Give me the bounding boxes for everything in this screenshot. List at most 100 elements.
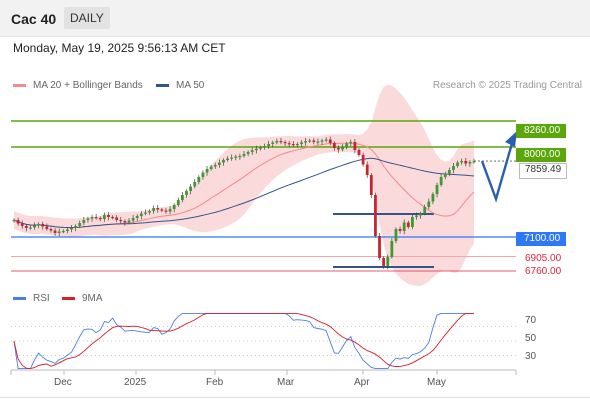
legend-rsi-ma: 9MA	[62, 293, 103, 304]
candle-body	[398, 229, 402, 231]
candle-body	[427, 201, 431, 207]
rsi-level-50: 50	[525, 333, 537, 344]
candle-body	[57, 231, 61, 233]
ma20-swatch	[13, 84, 26, 87]
level-tag-8000: 8000.00	[516, 148, 567, 162]
candle-body	[86, 218, 90, 220]
candle-body	[160, 209, 164, 211]
legend-ma50-label: MA 50	[176, 80, 205, 91]
candle-body	[263, 146, 266, 148]
candle-body	[139, 213, 143, 216]
candle-body	[275, 141, 279, 143]
candle-body	[213, 165, 217, 167]
candle-body	[443, 173, 447, 177]
candle-body	[98, 218, 102, 220]
bollinger-band	[14, 84, 474, 286]
candle-body	[279, 141, 283, 143]
candle-body	[415, 215, 418, 217]
candle-body	[345, 143, 349, 147]
candle-body	[115, 217, 119, 220]
candle-body	[324, 139, 328, 141]
candle-body	[468, 162, 472, 164]
rsi-ma-line	[13, 312, 474, 370]
candle-body	[185, 191, 188, 195]
candle-body	[402, 222, 406, 231]
candle-body	[45, 226, 49, 229]
candle-body	[271, 142, 275, 144]
x-label-mar: Mar	[277, 377, 295, 388]
candle-body	[386, 257, 390, 266]
legend-ma20: MA 20 + Bollinger Bands	[13, 80, 143, 91]
candle-body	[423, 207, 427, 214]
candle-body	[283, 142, 287, 144]
candle-body	[472, 161, 476, 163]
level-tag-7100: 7100.00	[516, 232, 567, 246]
projection-arrowhead	[505, 131, 517, 147]
candle-body	[291, 144, 295, 146]
candle-body	[452, 166, 455, 170]
candle-body	[234, 156, 238, 158]
rsi-ma-swatch	[62, 297, 75, 300]
candle-body	[222, 160, 225, 163]
last-price-tag: 7859.49	[519, 163, 568, 179]
candle-body	[230, 157, 234, 159]
candle-body	[107, 215, 110, 217]
candle-body	[328, 139, 332, 143]
candle-body	[20, 223, 24, 226]
candle-body	[374, 195, 377, 236]
candle-body	[102, 215, 106, 219]
candle-body	[131, 218, 135, 221]
candle-body	[357, 150, 361, 155]
candle-body	[12, 220, 16, 222]
candle-body	[180, 195, 184, 200]
candle-body	[111, 217, 114, 219]
timestamp: Monday, May 19, 2025 9:56:13 AM CET	[13, 41, 226, 55]
period-daily-button[interactable]: DAILY	[64, 7, 110, 29]
candle-body	[337, 148, 340, 150]
candle-body	[37, 224, 41, 226]
candle-body	[164, 210, 168, 212]
candle-body	[250, 150, 254, 152]
candle-body	[193, 182, 197, 187]
candle-body	[287, 143, 291, 145]
candle-body	[82, 220, 86, 223]
projection-arrow	[480, 139, 515, 203]
candle-body	[390, 241, 394, 257]
source-credit: Research © 2025 Trading Central	[432, 80, 582, 91]
legend-ma20-label: MA 20 + Bollinger Bands	[33, 80, 143, 91]
candle-body	[172, 205, 176, 209]
candle-body	[94, 217, 98, 219]
candle-body	[61, 231, 65, 233]
candle-body	[70, 228, 73, 230]
candle-body	[24, 226, 28, 228]
x-label-2025: 2025	[124, 377, 147, 388]
rsi-level-70: 70	[525, 315, 537, 326]
level-label-6905: 6905.00	[525, 253, 562, 264]
candle-body	[320, 140, 324, 142]
candle-body	[242, 154, 246, 156]
candle-body	[254, 148, 258, 151]
candle-body	[41, 224, 45, 227]
candle-body	[246, 152, 250, 154]
candle-body	[349, 142, 353, 144]
candle-body	[197, 177, 201, 182]
candle-body	[267, 144, 271, 146]
candle-body	[300, 142, 303, 144]
candle-body	[312, 140, 316, 142]
candle-body	[435, 185, 439, 194]
candle-body	[53, 230, 57, 233]
candle-body	[332, 143, 336, 148]
x-label-feb: Feb	[206, 377, 224, 388]
candle-body	[152, 208, 156, 211]
instrument-title: Cac 40	[11, 11, 57, 27]
ma50-line	[13, 157, 475, 229]
candle-body	[189, 186, 193, 191]
candle-body	[316, 141, 320, 143]
candle-body	[410, 217, 414, 227]
candle-body	[205, 169, 209, 173]
rsi-level-30: 30	[525, 351, 537, 362]
candle-body	[419, 213, 423, 216]
candle-body	[304, 141, 308, 143]
candle-body	[201, 172, 205, 177]
